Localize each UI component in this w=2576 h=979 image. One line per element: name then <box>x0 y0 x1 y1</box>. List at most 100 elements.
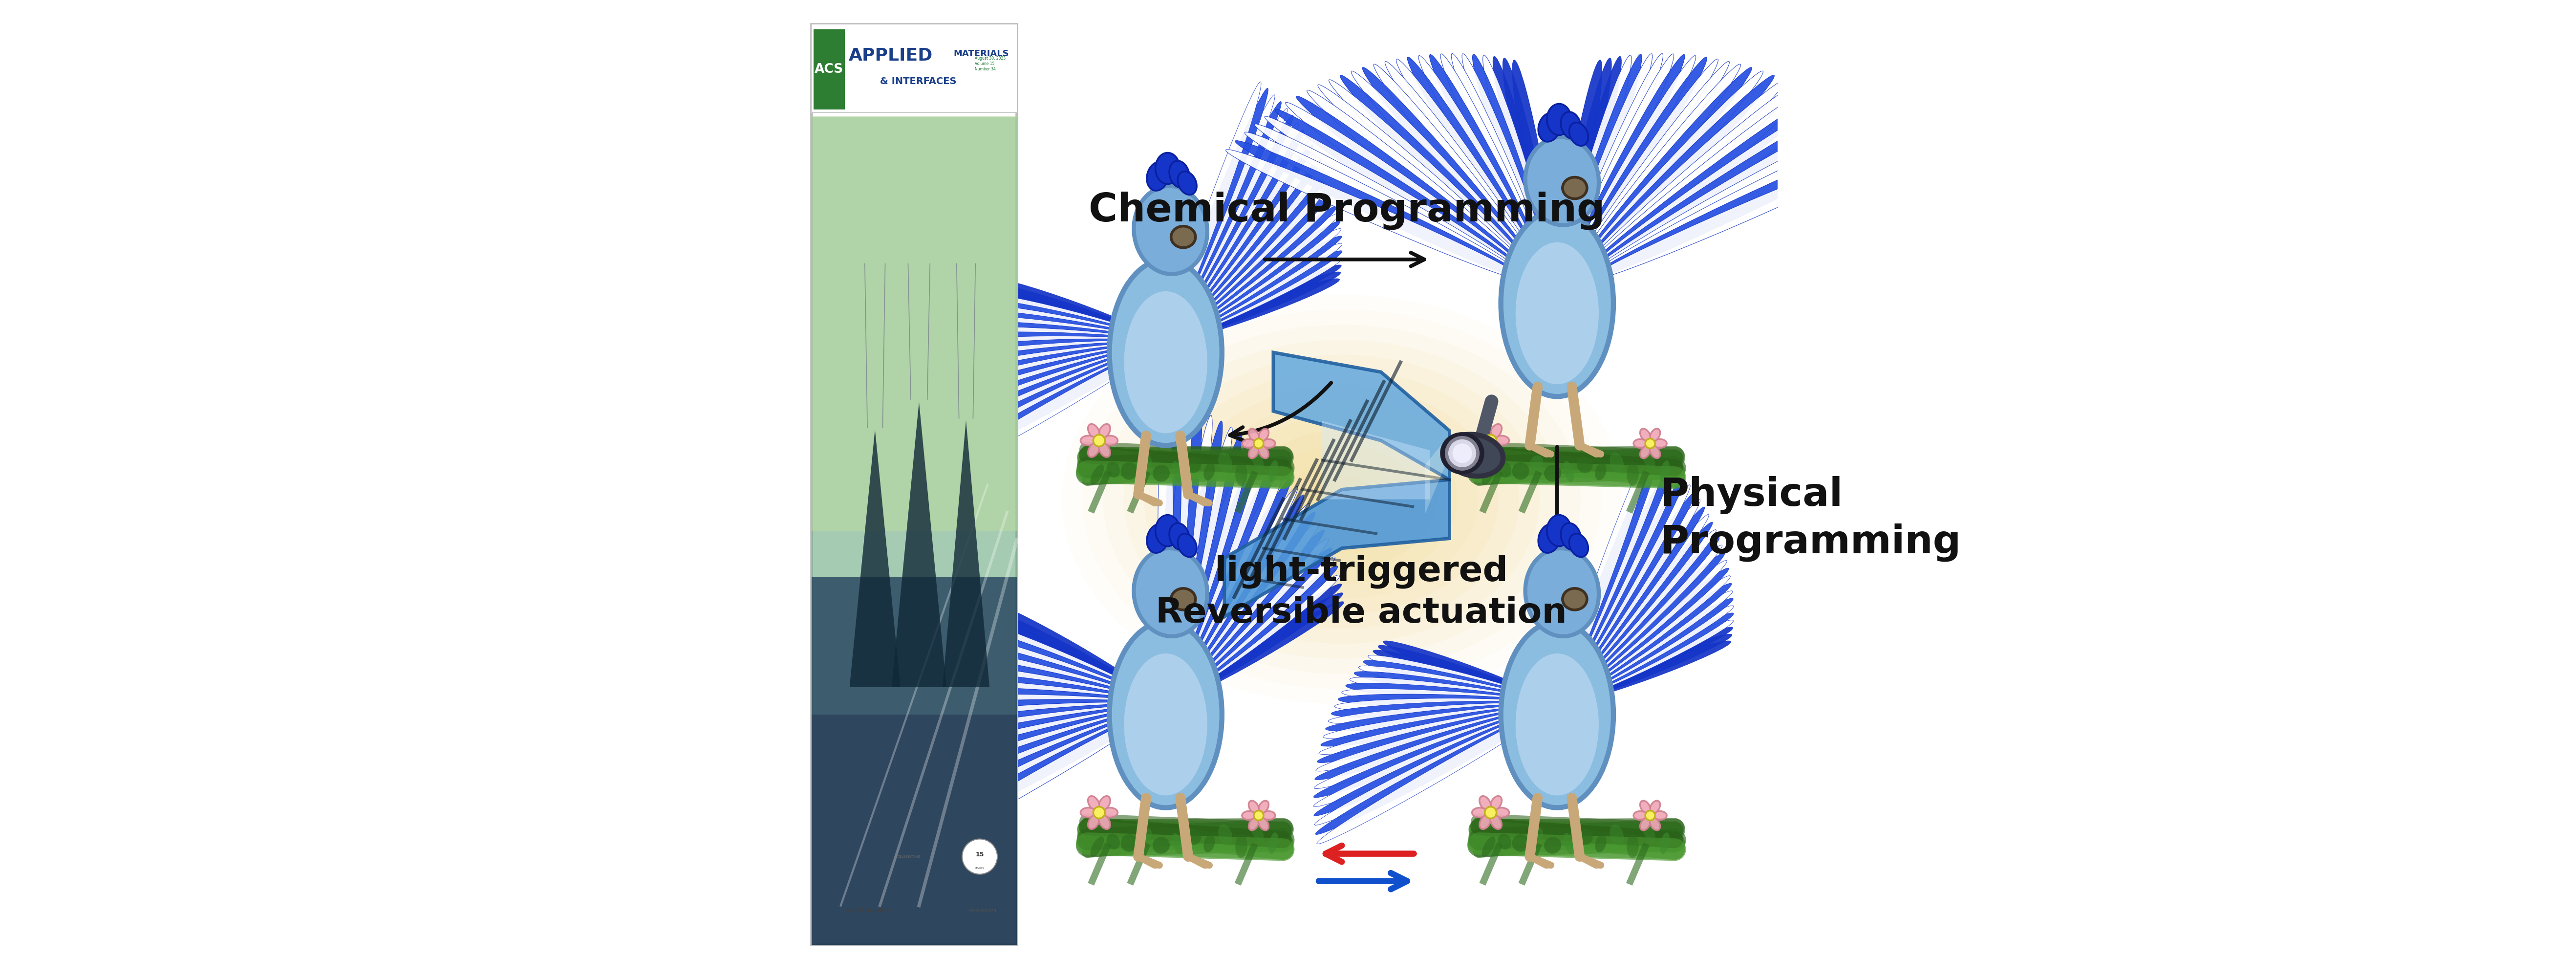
Ellipse shape <box>894 710 1151 823</box>
Ellipse shape <box>1337 694 1546 710</box>
Ellipse shape <box>1157 515 1180 546</box>
Ellipse shape <box>925 349 1154 472</box>
Ellipse shape <box>1577 456 1592 473</box>
Ellipse shape <box>1566 641 1731 703</box>
Ellipse shape <box>1226 150 1528 281</box>
Ellipse shape <box>1566 620 1734 701</box>
Ellipse shape <box>1571 62 1728 273</box>
Ellipse shape <box>1641 822 1656 842</box>
Ellipse shape <box>1172 130 1303 333</box>
Ellipse shape <box>1641 429 1651 442</box>
Ellipse shape <box>1564 54 1641 272</box>
Ellipse shape <box>1577 828 1592 845</box>
Ellipse shape <box>1512 60 1556 272</box>
Ellipse shape <box>1172 226 1195 248</box>
Ellipse shape <box>1378 645 1548 703</box>
Ellipse shape <box>1564 471 1680 694</box>
Ellipse shape <box>1386 62 1543 273</box>
Ellipse shape <box>1329 703 1546 724</box>
Ellipse shape <box>1203 835 1216 853</box>
Text: light-triggered
Reversible actuation: light-triggered Reversible actuation <box>1157 554 1566 630</box>
Polygon shape <box>850 430 902 687</box>
Circle shape <box>1092 807 1105 818</box>
Ellipse shape <box>1538 524 1561 553</box>
Ellipse shape <box>1296 96 1533 276</box>
Ellipse shape <box>1206 399 1479 599</box>
Ellipse shape <box>1170 447 1260 693</box>
Ellipse shape <box>1234 141 1528 280</box>
Text: www.acs.org: www.acs.org <box>969 909 997 912</box>
Circle shape <box>1255 439 1265 448</box>
Ellipse shape <box>1172 833 1182 855</box>
Ellipse shape <box>1172 167 1324 335</box>
Ellipse shape <box>1218 824 1231 845</box>
Ellipse shape <box>1595 835 1607 853</box>
Circle shape <box>1646 811 1654 820</box>
Ellipse shape <box>1649 445 1659 458</box>
Ellipse shape <box>1497 462 1512 478</box>
Ellipse shape <box>896 712 1154 847</box>
Ellipse shape <box>1157 396 1175 690</box>
Ellipse shape <box>1564 530 1716 697</box>
Text: Physical
Programming: Physical Programming <box>1659 476 1960 562</box>
Ellipse shape <box>1566 583 1731 699</box>
Ellipse shape <box>1564 478 1685 694</box>
Ellipse shape <box>1471 808 1489 817</box>
Ellipse shape <box>1571 57 1708 272</box>
Ellipse shape <box>1314 710 1546 816</box>
Polygon shape <box>891 401 945 687</box>
Ellipse shape <box>1175 583 1342 700</box>
Ellipse shape <box>1355 672 1548 705</box>
Ellipse shape <box>1316 711 1546 834</box>
Ellipse shape <box>1530 827 1543 842</box>
Ellipse shape <box>1242 439 1255 448</box>
Bar <box>811 24 1018 945</box>
Ellipse shape <box>1133 186 1208 274</box>
Ellipse shape <box>948 638 1154 703</box>
Ellipse shape <box>1260 817 1267 830</box>
Ellipse shape <box>1177 534 1198 557</box>
Ellipse shape <box>1363 68 1540 273</box>
Ellipse shape <box>1242 811 1255 820</box>
Ellipse shape <box>1151 465 1170 482</box>
Ellipse shape <box>1170 454 1267 693</box>
Ellipse shape <box>963 309 1157 343</box>
Ellipse shape <box>902 704 1154 733</box>
Ellipse shape <box>1203 463 1216 481</box>
Ellipse shape <box>930 662 1154 704</box>
Ellipse shape <box>1100 796 1110 811</box>
Ellipse shape <box>1463 54 1548 272</box>
Ellipse shape <box>1329 79 1535 274</box>
Ellipse shape <box>1316 707 1546 771</box>
Ellipse shape <box>1430 55 1546 272</box>
Ellipse shape <box>1445 435 1502 476</box>
Ellipse shape <box>1566 560 1726 698</box>
Ellipse shape <box>1247 430 1437 569</box>
Ellipse shape <box>953 321 1157 345</box>
Ellipse shape <box>1479 424 1492 439</box>
Ellipse shape <box>951 327 1157 346</box>
Ellipse shape <box>1172 183 1332 335</box>
Ellipse shape <box>1185 385 1499 614</box>
Ellipse shape <box>1146 524 1170 553</box>
Ellipse shape <box>1561 112 1582 139</box>
Ellipse shape <box>1170 462 1275 693</box>
Ellipse shape <box>1123 291 1208 433</box>
Ellipse shape <box>1236 834 1247 858</box>
Ellipse shape <box>1566 576 1731 699</box>
Ellipse shape <box>891 710 1151 811</box>
Ellipse shape <box>925 349 1154 482</box>
Ellipse shape <box>940 339 1154 355</box>
Ellipse shape <box>1566 553 1726 698</box>
Ellipse shape <box>1167 427 1231 691</box>
Ellipse shape <box>1512 462 1530 480</box>
Ellipse shape <box>1584 132 1870 279</box>
Bar <box>811 24 1018 113</box>
Ellipse shape <box>1249 450 1265 470</box>
Ellipse shape <box>1327 704 1546 731</box>
Ellipse shape <box>1574 68 1752 273</box>
Ellipse shape <box>1595 463 1607 481</box>
Ellipse shape <box>961 625 1157 702</box>
Ellipse shape <box>925 670 1154 705</box>
Ellipse shape <box>1170 88 1267 331</box>
